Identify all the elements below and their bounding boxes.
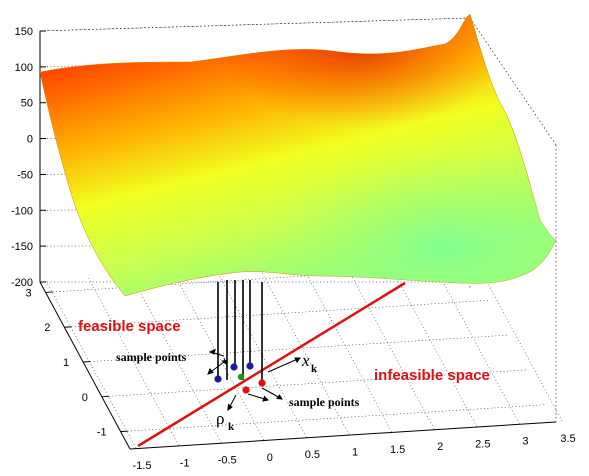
x-tick-label: 3 [522, 436, 528, 448]
left-floor-edge [39, 281, 131, 450]
feasible-sample-point [214, 375, 222, 383]
y-axis-ticks: -1 0 1 2 3 [26, 287, 128, 439]
x-grid-line [130, 275, 222, 443]
z-tick-label: -50 [17, 169, 33, 181]
z-tick-label: 0 [27, 134, 33, 146]
x-tick-label: 0 [267, 452, 273, 464]
y-tick-label: 0 [82, 392, 88, 404]
x-grid-line [258, 267, 350, 435]
arrow-shaft [267, 357, 301, 373]
z-tick-label: 100 [15, 62, 33, 74]
x-tick-label: -1 [180, 457, 190, 469]
x-tick-label: 0.5 [305, 449, 320, 461]
infeasible-space-label: infeasible space [374, 367, 490, 384]
back-right-edge [469, 17, 557, 146]
y-tick-mark [64, 326, 72, 328]
rhok-subscript: k [228, 421, 235, 433]
y-tick-label: -1 [97, 427, 107, 439]
sample-points-upper-label: sample points [116, 350, 187, 364]
z-tick-label: 50 [21, 98, 33, 110]
y-tick-label: 3 [26, 287, 32, 299]
sample-points-lower-label: sample points [289, 395, 360, 409]
z-tick-label: -100 [11, 205, 33, 217]
grid-lines [39, 17, 563, 449]
y-tick-mark [45, 291, 53, 293]
feasible-sample-point [246, 362, 254, 370]
sample-points [214, 362, 266, 394]
x-tick-label: -0.5 [218, 455, 237, 467]
y-tick-label: 1 [63, 357, 69, 369]
arrow-head [207, 368, 214, 375]
z-axis-ticks: 150 100 50 0 -50 -100 -150 -200 [11, 26, 46, 289]
x-axis-ticks: -1.5 -1 -0.5 0 0.5 1 1.5 2 2.5 3 3.5 [133, 433, 576, 472]
z-tick-label: 150 [15, 26, 33, 38]
arrow-head [294, 357, 301, 363]
x-grid-line [343, 261, 435, 430]
feasible-space-label: feasible space [78, 318, 181, 335]
sample-stems [217, 280, 263, 383]
center-point [237, 373, 245, 381]
surface-red-ridge [40, 14, 556, 296]
x-grid-line [386, 259, 478, 427]
objective-surface [39, 13, 557, 297]
xk-label: x k [301, 351, 318, 375]
x-tick-label: -1.5 [133, 460, 152, 472]
x-grid-line [301, 264, 392, 432]
y-tick-label: 2 [44, 322, 50, 334]
arrow-head [262, 395, 270, 402]
x-grid-line [429, 256, 520, 424]
infeasible-sample-point [242, 386, 250, 394]
y-tick-mark [83, 361, 91, 363]
x-tick-label: 2.5 [475, 438, 490, 450]
x-tick-label: 1 [352, 447, 358, 459]
annotation-arrows [207, 348, 301, 412]
y-tick-mark [101, 395, 109, 398]
z-tick-label: -150 [11, 241, 33, 253]
xk-subscript: k [311, 363, 318, 375]
back-top-edge [39, 17, 471, 32]
x-grid-line [88, 278, 179, 446]
front-floor-edge [129, 421, 557, 450]
x-tick-label: 2 [437, 441, 443, 453]
arrow-head [276, 394, 283, 400]
y-tick-mark [120, 430, 128, 433]
arrow-head [227, 403, 233, 412]
z-tick-label: -200 [11, 277, 33, 289]
x-tick-label: 3.5 [560, 433, 575, 445]
constraint-line [137, 281, 406, 448]
arrow-head [221, 359, 228, 365]
feasible-sample-point [230, 363, 238, 371]
arrow-head [208, 348, 216, 355]
x-tick-label: 1.5 [390, 444, 405, 456]
rhok-label: ρ k [216, 409, 235, 433]
infeasible-sample-point [258, 379, 266, 387]
xk-symbol: x [301, 351, 310, 370]
rhok-symbol: ρ [216, 409, 224, 428]
x-grid-line [45, 280, 137, 449]
